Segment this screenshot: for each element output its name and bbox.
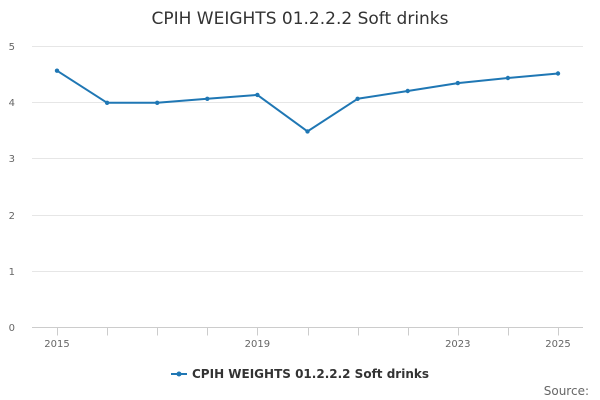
data-point[interactable]	[205, 96, 210, 102]
data-point[interactable]	[155, 100, 160, 106]
data-point[interactable]	[104, 100, 110, 106]
data-point[interactable]	[355, 96, 360, 102]
series-group[interactable]	[54, 68, 561, 134]
data-point[interactable]	[455, 80, 460, 86]
x-axis-tick-labels: 2015 2019 2023 2025	[44, 339, 570, 350]
y-tick-label: 5	[9, 42, 15, 53]
x-tick-label: 2015	[44, 339, 69, 350]
y-tick-label: 3	[9, 154, 15, 165]
x-tick-label: 2019	[245, 339, 270, 350]
chart-title: CPIH WEIGHTS 01.2.2.2 Soft drinks	[151, 9, 448, 29]
legend-label: CPIH WEIGHTS 01.2.2.2 Soft drinks	[192, 367, 429, 381]
y-axis-tick-labels: 0 1 2 3 4 5	[9, 42, 15, 334]
legend-marker-icon	[176, 371, 182, 377]
y-tick-label: 2	[9, 211, 15, 222]
y-tick-label: 1	[9, 267, 15, 278]
gridlines	[32, 46, 583, 272]
data-point[interactable]	[255, 92, 260, 98]
y-tick-label: 4	[9, 98, 15, 109]
data-point[interactable]	[305, 129, 310, 134]
data-point[interactable]	[505, 75, 511, 81]
legend[interactable]: CPIH WEIGHTS 01.2.2.2 Soft drinks	[171, 367, 429, 381]
x-tick-label: 2025	[545, 339, 570, 350]
series-line[interactable]	[56, 69, 559, 133]
y-tick-label: 0	[9, 323, 15, 334]
x-tick-label: 2023	[445, 339, 470, 350]
source-label[interactable]: Source:	[544, 384, 589, 398]
x-axis	[32, 327, 583, 336]
data-point[interactable]	[405, 88, 410, 94]
data-point[interactable]	[555, 71, 561, 76]
data-point[interactable]	[54, 68, 60, 73]
